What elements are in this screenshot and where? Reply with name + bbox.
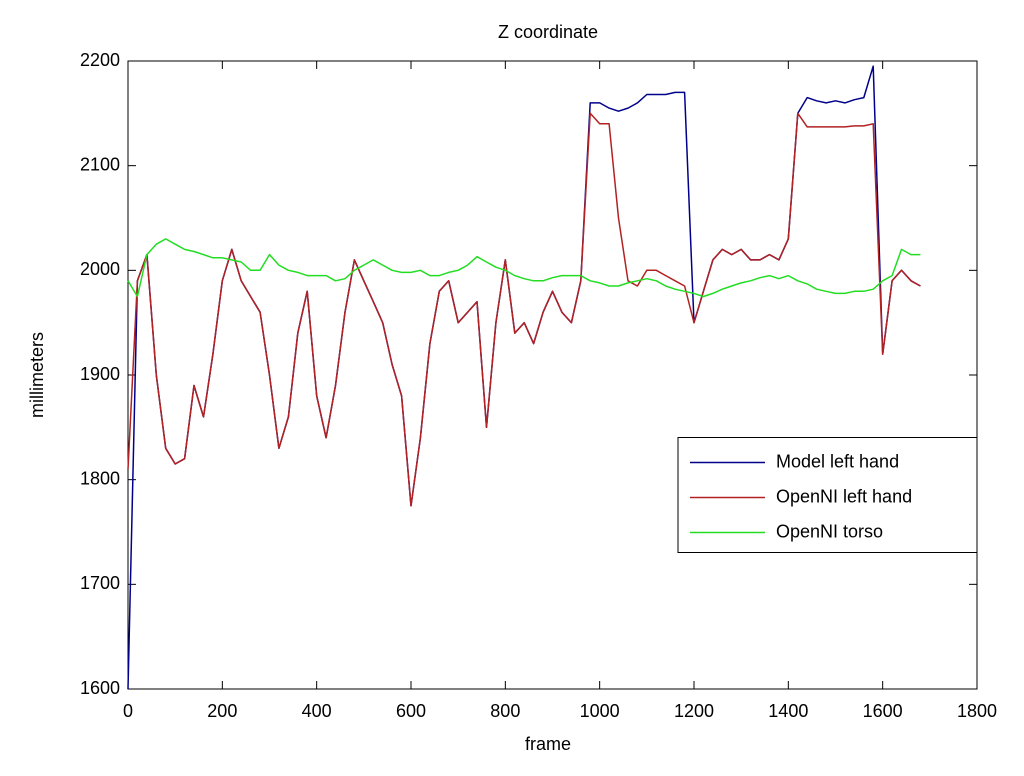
legend-box [677, 437, 978, 553]
x-tick-label: 0 [123, 701, 133, 721]
y-tick-label: 2100 [80, 154, 120, 174]
y-tick-label: 1700 [80, 573, 120, 593]
x-tick-label: 1200 [674, 701, 714, 721]
series-line [127, 112, 921, 507]
x-tick-label: 400 [302, 701, 332, 721]
y-tick-label: 2200 [80, 50, 120, 70]
x-tick-label: 1800 [957, 701, 997, 721]
y-tick-label: 1600 [80, 678, 120, 698]
y-tick-label: 1800 [80, 468, 120, 488]
x-tick-label: 1000 [580, 701, 620, 721]
x-tick-label: 200 [207, 701, 237, 721]
y-tick-label: 2000 [80, 259, 120, 279]
x-tick-label: 600 [396, 701, 426, 721]
x-tick-label: 1400 [768, 701, 808, 721]
x-axis-label: frame [525, 734, 571, 754]
series-line [127, 238, 921, 298]
plot-area [127, 60, 978, 690]
x-tick-label: 800 [490, 701, 520, 721]
y-axis-label: millimeters [27, 332, 47, 418]
y-tick-label: 1900 [80, 364, 120, 384]
x-tick-label: 1600 [863, 701, 903, 721]
legend-label: Model left hand [776, 451, 899, 471]
legend-label: OpenNI torso [776, 521, 883, 541]
chart-title: Z coordinate [498, 22, 598, 42]
legend-label: OpenNI left hand [776, 486, 912, 506]
